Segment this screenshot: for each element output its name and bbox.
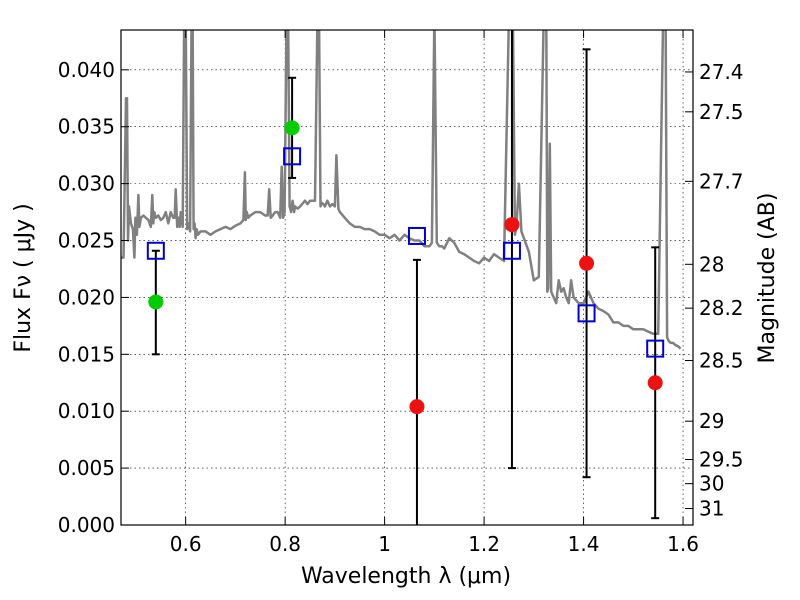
x-tick-label: 1.6 (667, 532, 699, 556)
magnitude-tick-label: 28 (699, 252, 724, 276)
flux-point-marker (647, 375, 663, 391)
x-axis-ticks: 0.6 0.8 1 1.2 1.4 1.6 (170, 30, 699, 556)
model-photometry-marker (146, 241, 165, 260)
model-spectrum-line (121, 30, 682, 350)
magnitude-tick-label: 30 (699, 472, 724, 496)
magnitude-tick-label: 27.4 (699, 60, 744, 84)
y-tick-label: 0.040 (58, 58, 115, 82)
magnitude-tick-label: 28.2 (699, 296, 744, 320)
y-tick-label: 0.020 (58, 285, 115, 309)
y-tick-label: 0.005 (58, 456, 115, 480)
model-photometry-marker (502, 241, 521, 260)
x-axis-title: Wavelength λ (μm) (301, 564, 511, 589)
error-bars (151, 30, 660, 525)
flux-point-marker (504, 217, 520, 233)
y-tick-label: 0.030 (58, 172, 115, 196)
y-axis-ticks: 0.000 0.005 0.010 0.015 0.020 0.025 0.030 0.035… (58, 58, 129, 537)
magnitude-tick-label: 29 (699, 409, 724, 433)
magnitude-tick-label: 27.7 (699, 169, 744, 193)
detection-marker (284, 120, 300, 136)
x-tick-label: 0.6 (170, 532, 202, 556)
y-tick-label: 0.010 (58, 399, 115, 423)
y-tick-label: 0.015 (58, 342, 115, 366)
model-spectrum (121, 30, 682, 350)
flux-point-marker (409, 399, 425, 415)
grid-lines (121, 30, 693, 526)
data-markers (146, 120, 665, 415)
x-tick-label: 1.4 (568, 532, 600, 556)
plot-frame (120, 29, 694, 526)
y-axis-title: Flux Fν ( μJy ) (11, 203, 36, 352)
magnitude-tick-label: 27.5 (699, 100, 744, 124)
model-photometry-marker (407, 226, 426, 245)
y-tick-label: 0.035 (58, 115, 115, 139)
y-tick-label: 0.000 (58, 513, 115, 537)
x-tick-label: 0.8 (269, 532, 301, 556)
magnitude-tick-label: 31 (699, 497, 724, 521)
model-photometry-marker (577, 304, 596, 323)
magnitude-axis-title: Magnitude (AB) (755, 193, 780, 364)
model-photometry-marker (283, 147, 302, 166)
model-photometry-marker (646, 339, 665, 358)
y-tick-label: 0.025 (58, 229, 115, 253)
magnitude-tick-label: 29.5 (699, 448, 744, 472)
flux-point-marker (579, 255, 595, 271)
detection-marker (148, 294, 164, 310)
x-tick-label: 1.2 (468, 532, 500, 556)
magnitude-tick-label: 28.5 (699, 349, 744, 373)
x-tick-label: 1 (378, 532, 391, 556)
